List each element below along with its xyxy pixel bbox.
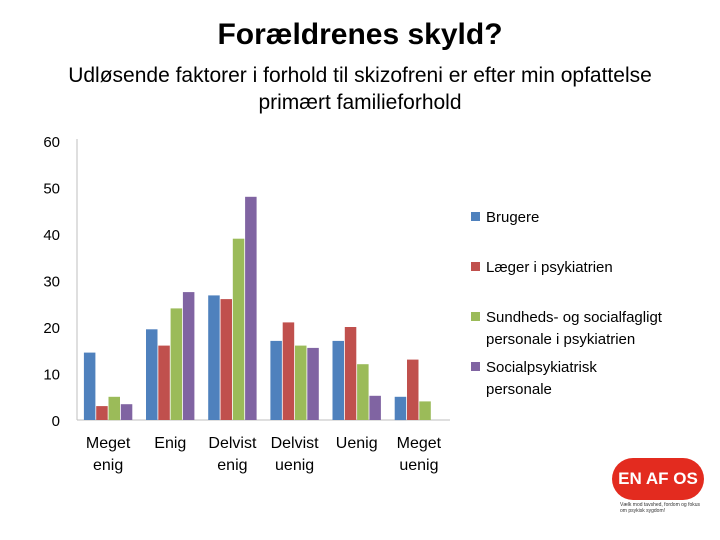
- legend-marker: [471, 262, 480, 271]
- legend-label: Læger i psykiatrien: [486, 259, 613, 276]
- bar: [407, 359, 419, 420]
- legend-label: Socialpsykiatrisk: [486, 359, 597, 376]
- y-tick-label: 40: [43, 227, 60, 244]
- bar: [146, 329, 158, 420]
- legend-label: personale: [486, 381, 552, 398]
- y-tick-label: 10: [43, 367, 60, 384]
- y-tick-label: 0: [52, 413, 60, 430]
- logo-badge: EN AF OS: [612, 458, 704, 500]
- bar: [170, 308, 183, 420]
- x-category-label: uenig: [399, 457, 438, 474]
- bar: [394, 396, 407, 421]
- x-category-label: Meget: [86, 435, 131, 452]
- bar: [344, 327, 357, 420]
- bar: [419, 401, 431, 420]
- slide-title: Forældrenes skyld?: [217, 18, 503, 51]
- x-category-label: Uenig: [336, 435, 378, 452]
- en-af-os-logo: EN AF OS Vælk mod tavshed, fordom og fok…: [612, 458, 704, 518]
- y-tick-label: 50: [43, 181, 60, 198]
- y-tick-label: 60: [43, 134, 60, 151]
- legend-marker: [471, 362, 480, 371]
- bar: [270, 340, 282, 420]
- bar: [108, 396, 120, 421]
- bar: [357, 364, 369, 420]
- bar: [369, 395, 381, 420]
- x-category-label: enig: [217, 457, 247, 474]
- bar: [120, 404, 133, 420]
- bar: [158, 345, 170, 420]
- bar: [245, 196, 257, 420]
- x-category-label: Delvist: [271, 435, 320, 452]
- subtitle-line-1: Udløsende faktorer i forhold til skizofr…: [68, 64, 652, 87]
- x-category-label: Meget: [397, 435, 442, 452]
- legend-label: personale i psykiatrien: [486, 331, 635, 348]
- bar: [332, 340, 344, 420]
- bar: [96, 406, 108, 420]
- subtitle-line-2: primært familieforhold: [258, 91, 462, 114]
- bar: [282, 322, 295, 420]
- bar: [295, 345, 307, 420]
- x-category-label: Enig: [154, 435, 186, 452]
- bar: [307, 347, 319, 420]
- bar: [83, 352, 96, 420]
- logo-tagline: Vælk mod tavshed, fordom og fokus om psy…: [620, 502, 701, 514]
- legend-marker: [471, 212, 480, 221]
- x-category-label: uenig: [275, 457, 314, 474]
- y-tick-label: 30: [43, 274, 60, 291]
- bar: [232, 238, 245, 420]
- x-category-label: enig: [93, 457, 123, 474]
- y-tick-label: 20: [43, 320, 60, 337]
- legend-marker: [471, 312, 480, 321]
- legend-label: Brugere: [486, 209, 539, 226]
- slide-subtitle: Udløsende faktorer i forhold til skizofr…: [20, 62, 700, 116]
- x-category-label: Delvist: [208, 435, 257, 452]
- bar: [182, 292, 195, 420]
- bar: [220, 299, 232, 420]
- bar: [208, 295, 220, 420]
- legend-label: Sundheds- og socialfagligt: [486, 309, 663, 326]
